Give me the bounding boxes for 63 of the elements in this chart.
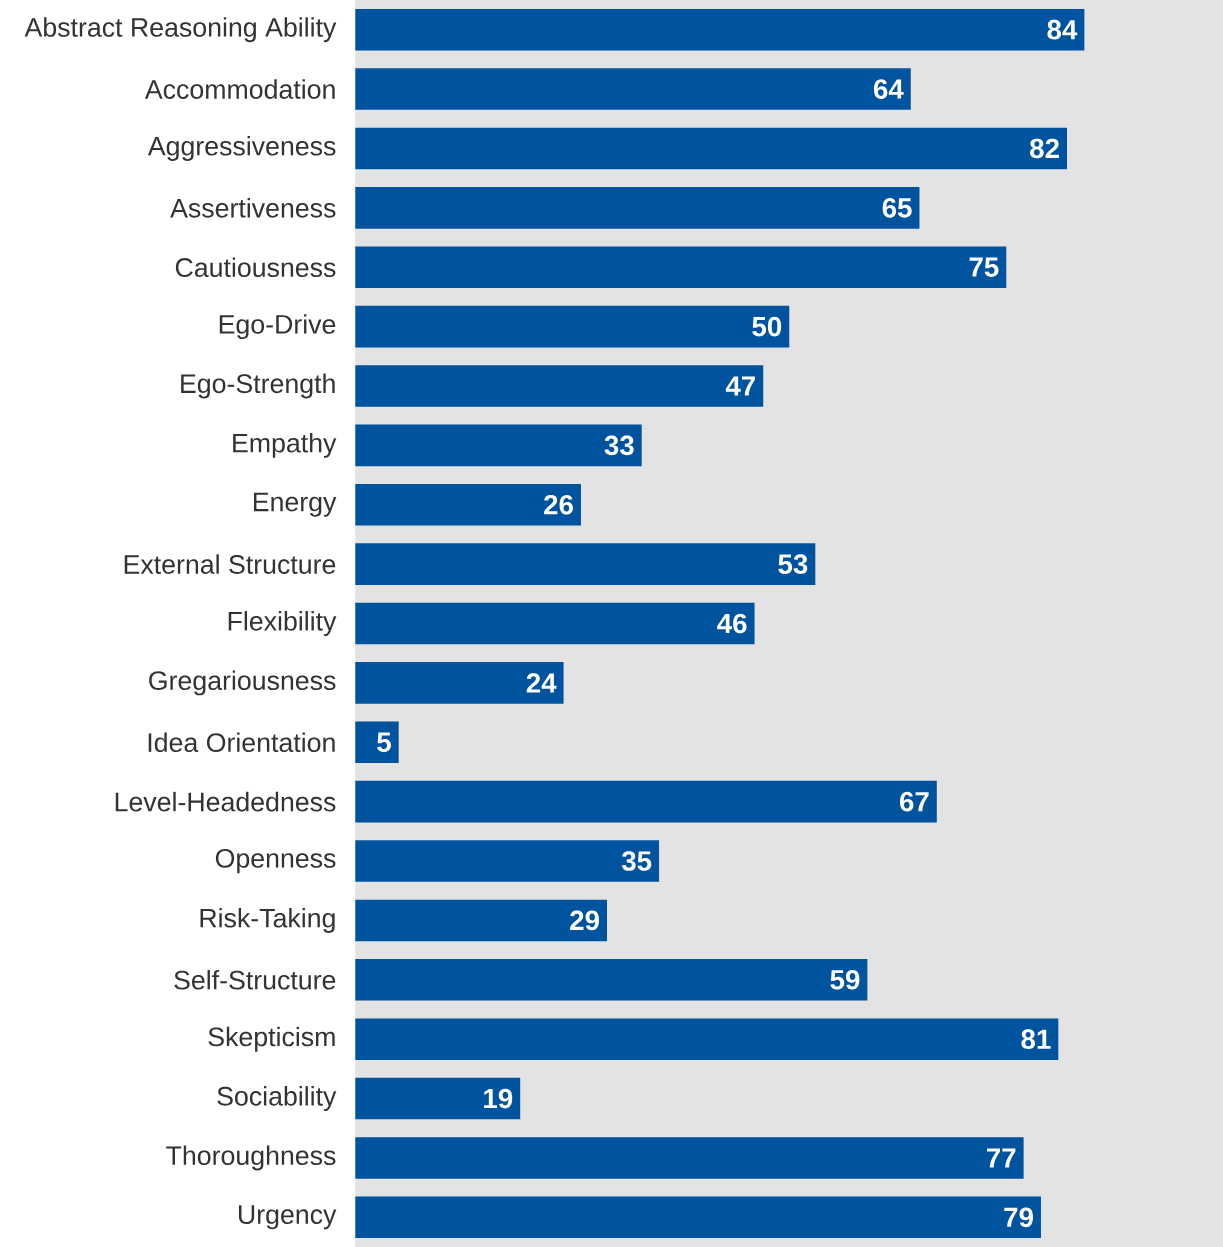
y-tick-label: Ego-Drive — [219, 314, 336, 340]
data-label: 81 — [1021, 1029, 1051, 1049]
y-tick-label: Gregariousness — [149, 670, 336, 696]
bar — [355, 68, 911, 110]
data-label: 77 — [986, 1148, 1016, 1168]
data-label: 19 — [484, 1088, 513, 1109]
data-label: 67 — [899, 791, 929, 812]
bar — [355, 1077, 521, 1120]
y-tick-label: Idea Orientation — [148, 732, 335, 753]
bar — [355, 1137, 1024, 1179]
data-label: 47 — [725, 376, 755, 396]
y-tick-label: Level-Headedness — [115, 791, 336, 812]
data-label: 35 — [621, 851, 652, 871]
y-tick-label: External Structure — [124, 554, 336, 574]
y-tick-label: Openness — [215, 848, 336, 874]
y-tick-label: Risk-Taking — [200, 907, 335, 933]
data-label: 50 — [752, 316, 782, 337]
bar — [355, 1196, 1041, 1239]
bar — [355, 721, 399, 764]
data-label: 46 — [717, 613, 747, 634]
bar — [355, 127, 1067, 170]
bar — [355, 602, 755, 645]
bar — [355, 899, 607, 942]
data-label: 84 — [1047, 19, 1078, 40]
data-label: 59 — [830, 969, 860, 990]
data-label: 5 — [377, 732, 391, 752]
y-tick-label: Energy — [253, 492, 337, 517]
y-tick-label: Urgency — [238, 1205, 337, 1230]
bar — [355, 959, 868, 1001]
bar — [355, 246, 1007, 289]
bar — [355, 305, 790, 348]
data-label: 65 — [882, 198, 912, 218]
data-label: 53 — [778, 554, 808, 574]
data-label: 64 — [873, 79, 904, 99]
bar — [355, 365, 764, 407]
bar — [355, 483, 581, 526]
y-tick-label: Accommodation — [144, 79, 335, 99]
data-label: 26 — [543, 494, 573, 515]
y-tick-label: Self-Structure — [174, 969, 336, 990]
data-label: 82 — [1029, 138, 1059, 159]
y-tick-label: Skepticism — [208, 1026, 335, 1052]
data-label: 29 — [570, 910, 599, 931]
y-tick-label: Empathy — [233, 432, 337, 458]
y-tick-label: Ego-Strength — [181, 373, 335, 399]
data-label: 79 — [1004, 1207, 1033, 1228]
bar — [355, 662, 564, 704]
bar — [355, 543, 816, 585]
bar — [355, 8, 1085, 51]
bar — [355, 1018, 1059, 1060]
bar — [355, 780, 937, 823]
bar — [355, 187, 920, 229]
y-tick-label: Aggressiveness — [147, 136, 336, 161]
bar — [355, 840, 659, 882]
y-tick-label: Abstract Reasoning Ability — [24, 17, 337, 43]
data-label: 75 — [969, 257, 999, 277]
y-tick-label: Assertiveness — [170, 198, 336, 218]
data-label: 33 — [604, 435, 634, 456]
bar — [355, 424, 642, 467]
y-tick-label: Thoroughness — [166, 1145, 336, 1171]
y-tick-label: Sociability — [217, 1086, 337, 1112]
y-tick-label: Flexibility — [228, 611, 337, 636]
y-tick-label: Cautiousness — [175, 257, 336, 278]
data-label: 24 — [526, 673, 557, 693]
